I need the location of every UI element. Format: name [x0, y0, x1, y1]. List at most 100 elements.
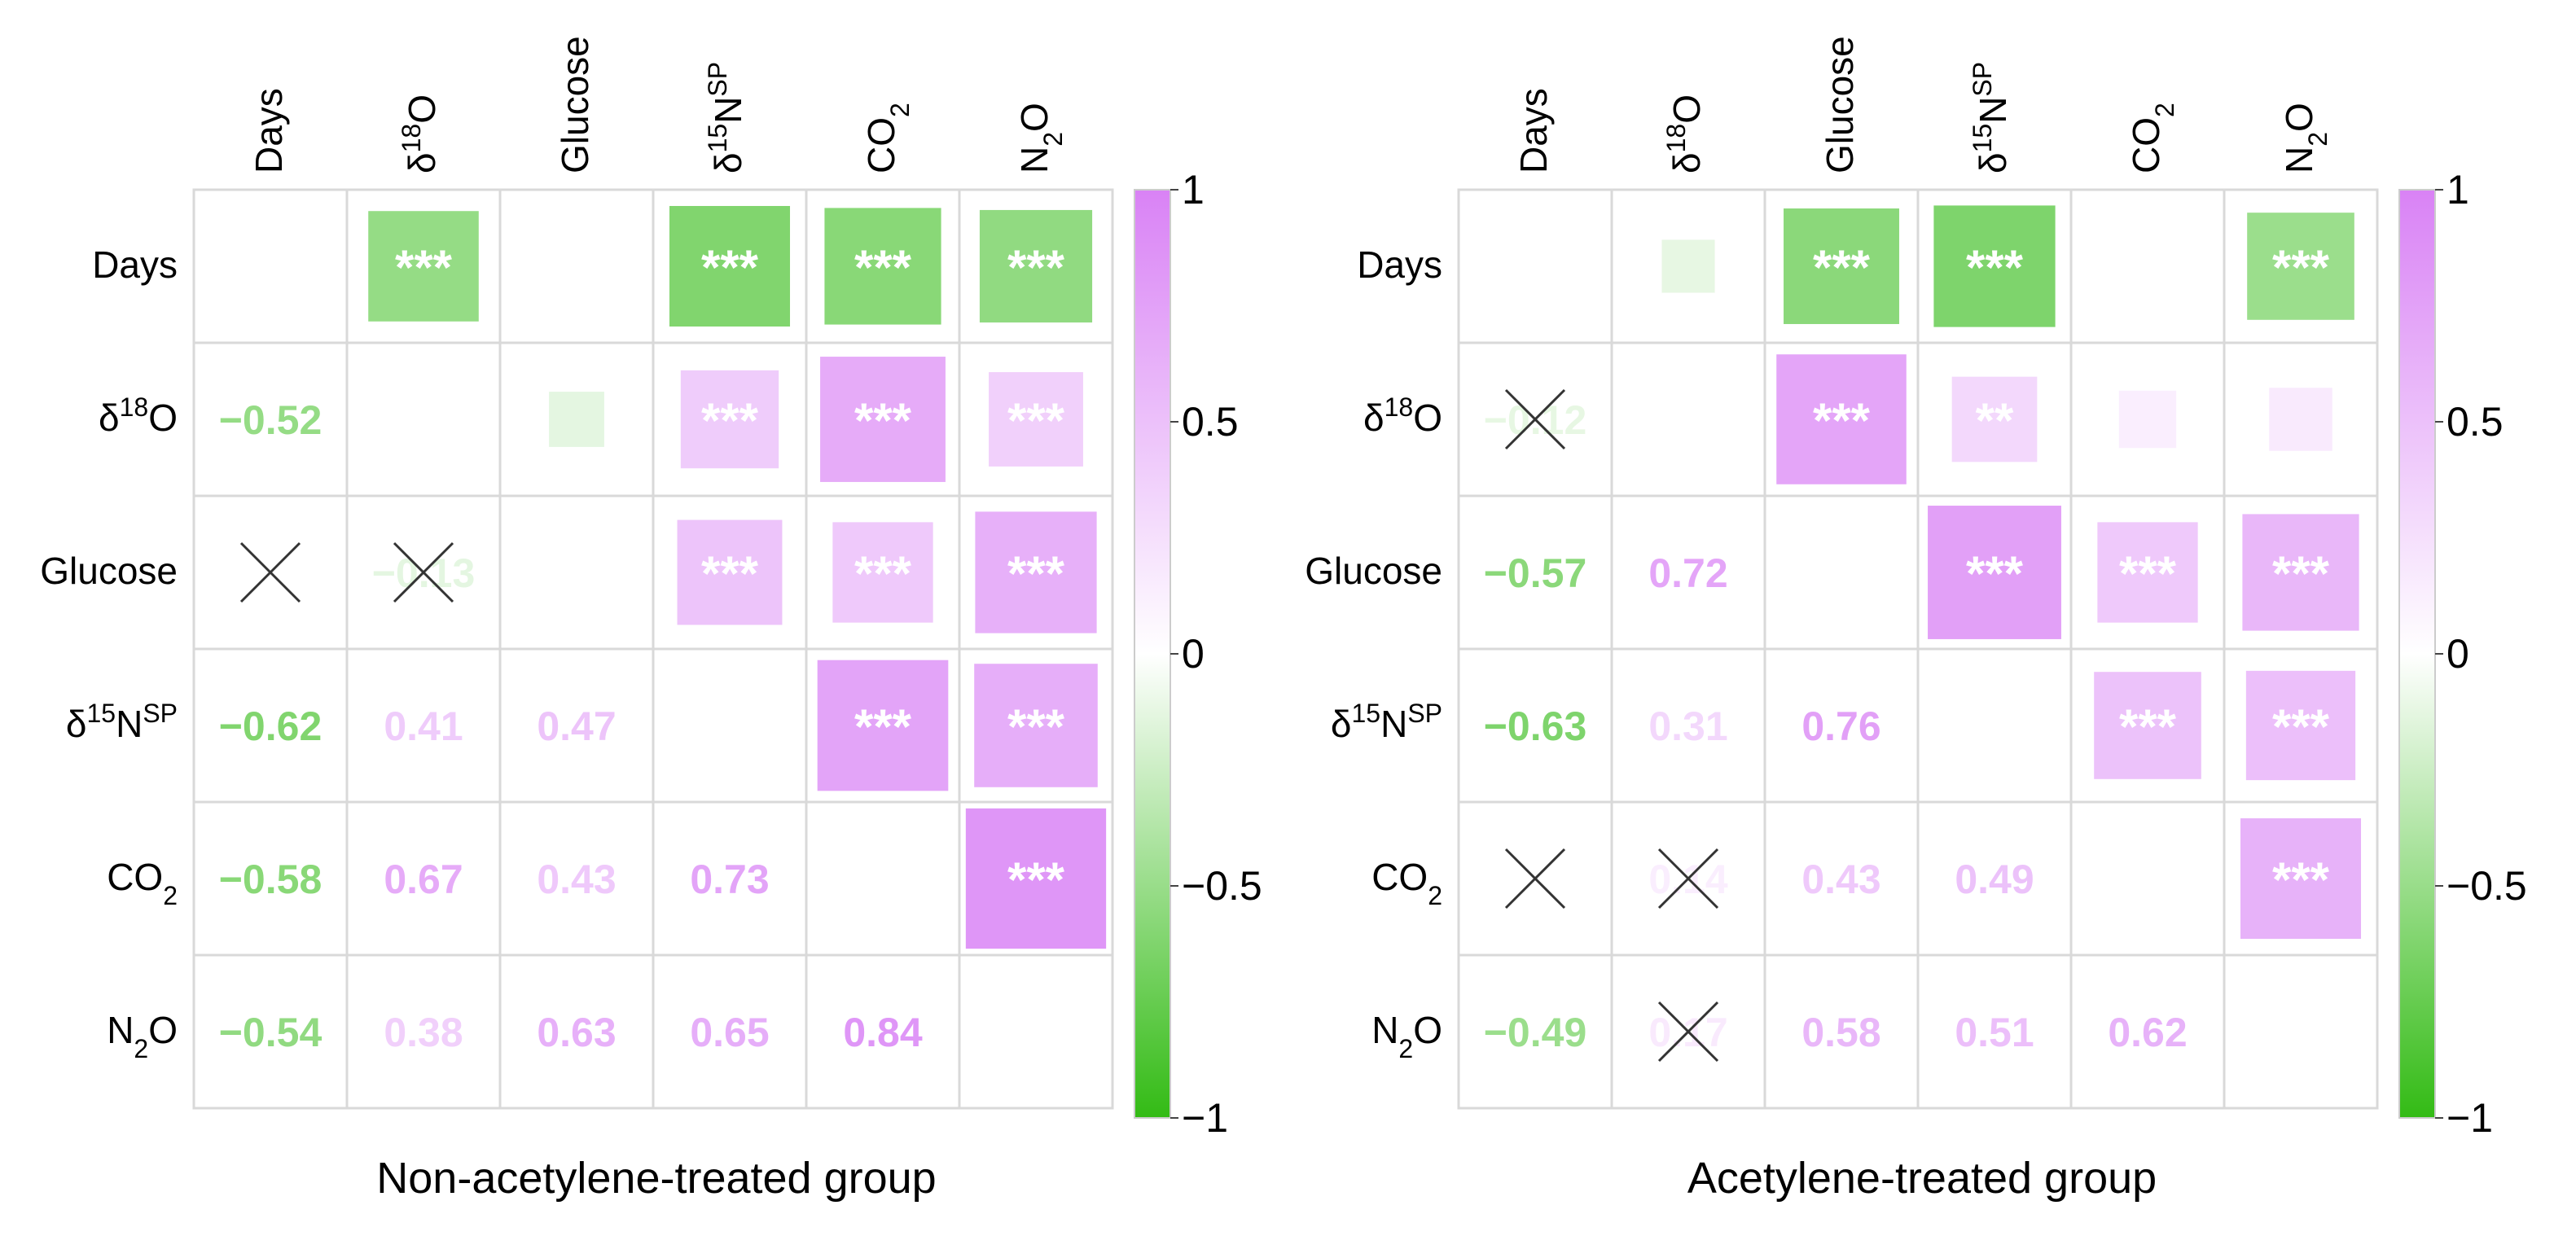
colorbar-tick-label: −0.5	[2447, 863, 2527, 909]
heatmap-cell-border	[2069, 800, 2226, 957]
correlation-square-1-4-5	[2240, 817, 2362, 940]
correlation-square-0-0-5	[979, 209, 1093, 323]
correlation-value-1-2-0: −0.57	[1484, 550, 1587, 596]
heatmap-cell-border	[1457, 953, 1613, 1110]
correlation-square-1-0-3	[1933, 205, 2056, 327]
colorbar-tick-label: 0	[1182, 631, 1205, 677]
correlation-square-0-1-5	[989, 372, 1083, 467]
correlation-value-1-3-1: 0.31	[1648, 703, 1727, 749]
correlation-value-0-3-1: 0.41	[384, 703, 463, 749]
non-significant-cross	[1657, 848, 1719, 909]
significance-stars: ***	[701, 546, 759, 601]
column-label: δ15NSP	[703, 62, 749, 173]
correlation-square-0-2-3	[677, 519, 783, 625]
column-label: δ18O	[397, 94, 443, 173]
heatmap-cell-border	[498, 800, 655, 957]
correlation-value-0-5-3: 0.65	[690, 1010, 769, 1055]
heatmap-cell-border	[652, 953, 808, 1110]
significance-stars: ***	[1007, 852, 1065, 907]
correlation-square-1-1-2	[1776, 354, 1907, 484]
correlation-value-0-4-0: −0.58	[219, 857, 323, 902]
row-label: CO2	[1371, 856, 1442, 910]
column-label: N2O	[2278, 103, 2332, 173]
significance-stars: ***	[395, 240, 453, 295]
correlation-value-1-3-2: 0.76	[1801, 703, 1880, 749]
column-label: δ15NSP	[1968, 62, 2014, 173]
non-significant-cross	[1657, 1001, 1719, 1063]
correlation-square-0-3-5	[974, 664, 1098, 787]
row-label: Days	[92, 243, 178, 286]
column-label: N2O	[1013, 103, 1068, 173]
heatmap-cell-border	[345, 647, 502, 804]
column-label: CO2	[2125, 103, 2179, 173]
correlation-square-1-1-3	[1951, 376, 2038, 462]
panel-2-title: Acetylene-treated group	[1687, 1154, 2157, 1203]
heatmap-cell-border	[1610, 647, 1766, 804]
correlation-value-0-4-1: 0.67	[384, 857, 463, 902]
column-label: δ18O	[1661, 94, 1708, 173]
colorbar-tick-label: −1	[1182, 1095, 1228, 1141]
column-label: Glucose	[1819, 36, 1861, 173]
correlation-value-0-4-2: 0.43	[537, 857, 616, 902]
significance-stars: ***	[1007, 699, 1065, 754]
heatmap-cell-border	[192, 188, 349, 344]
panel-1-title: Non-acetylene-treated group	[376, 1154, 936, 1203]
correlation-value-0-5-2: 0.63	[537, 1010, 616, 1055]
heatmap-cell-border	[805, 800, 961, 957]
correlation-square-1-1-4	[2118, 390, 2177, 449]
correlation-square-0-3-4	[817, 660, 949, 791]
correlation-value-1-5-2: 0.58	[1801, 1010, 1880, 1055]
correlation-square-1-2-3	[1928, 506, 2061, 639]
row-label: δ15NSP	[1331, 699, 1442, 745]
correlation-value-1-5-3: 0.51	[1955, 1010, 2034, 1055]
correlation-value-1-4-2: 0.43	[1801, 857, 1880, 902]
correlation-square-1-0-2	[1784, 208, 1899, 324]
heatmap-cell-border	[192, 800, 349, 957]
row-label: N2O	[107, 1009, 178, 1063]
significance-stars: ***	[2272, 546, 2330, 601]
correlation-value-1-5-4: 0.62	[2108, 1010, 2187, 1055]
non-significant-cross	[1504, 388, 1566, 450]
column-label: Days	[248, 88, 290, 173]
row-label: Glucose	[1305, 550, 1442, 592]
heatmap-cell-border	[192, 953, 349, 1110]
significance-stars: ***	[1813, 240, 1871, 295]
heatmap-cell-border	[345, 800, 502, 957]
column-label: CO2	[860, 103, 915, 173]
significance-stars: ***	[854, 699, 912, 754]
correlation-square-0-2-5	[975, 511, 1097, 633]
non-significant-cross	[393, 541, 454, 603]
heatmap-cell-border	[958, 953, 1114, 1110]
row-label: Glucose	[40, 550, 178, 592]
row-label: δ18O	[1363, 392, 1442, 439]
heatmap-cell-border	[498, 953, 655, 1110]
row-label: CO2	[107, 856, 178, 910]
colorbar-tick-label: −0.5	[1182, 863, 1262, 909]
column-label: Days	[1512, 88, 1555, 173]
heatmap-cell-border	[498, 647, 655, 804]
colorbar-tick-label: 0.5	[1182, 399, 1239, 445]
non-significant-cross	[1504, 848, 1566, 909]
correlation-value-1-2-1: 0.72	[1648, 550, 1727, 596]
correlation-value-0-5-0: −0.54	[219, 1010, 323, 1055]
correlation-square-0-0-3	[669, 205, 791, 327]
significance-stars: ***	[1966, 546, 2024, 601]
significance-stars: ***	[2272, 240, 2330, 295]
significance-stars: ***	[1007, 240, 1065, 295]
heatmap-cell-border	[1457, 647, 1613, 804]
significance-stars: ***	[854, 240, 912, 295]
colorbar-tick-label: 0.5	[2447, 399, 2504, 445]
correlation-square-0-0-1	[368, 211, 479, 322]
correlation-square-0-0-4	[824, 208, 941, 325]
heatmap-cell-border	[2069, 188, 2226, 344]
row-label: N2O	[1371, 1009, 1442, 1063]
heatmap-cell-border	[1916, 647, 2073, 804]
correlation-square-0-1-4	[820, 357, 946, 482]
correlation-square-0-1-3	[680, 370, 779, 469]
correlation-square-1-2-4	[2097, 522, 2198, 623]
significance-stars: ***	[1966, 240, 2024, 295]
significance-stars: ***	[2119, 546, 2177, 601]
correlation-value-1-3-0: −0.63	[1484, 703, 1587, 749]
